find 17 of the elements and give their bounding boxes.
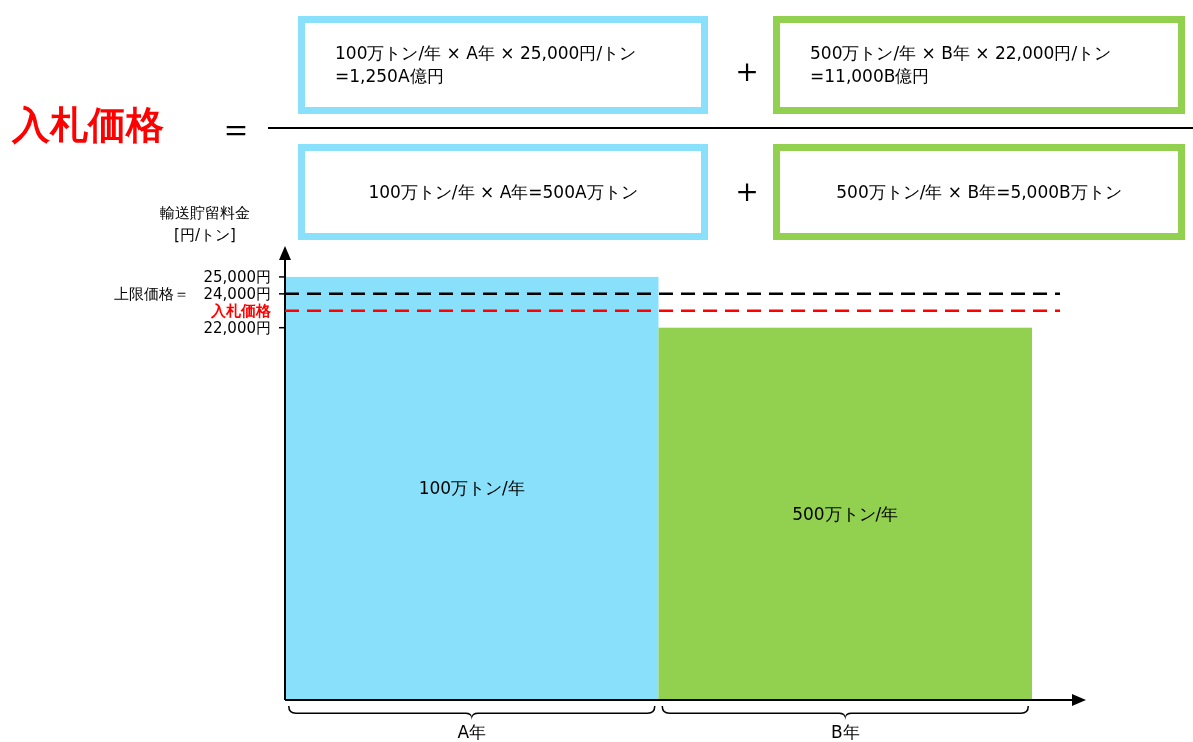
y-axis-title: 輸送貯留料金 [円/トン] bbox=[160, 204, 250, 244]
y-tick-label: 25,000円 bbox=[203, 267, 271, 286]
y-tick-label: 22,000円 bbox=[203, 318, 271, 337]
text: ＋ bbox=[730, 49, 764, 92]
x-tick-label: B年 bbox=[830, 722, 860, 742]
annotation: 100万トン/年 bbox=[418, 478, 525, 499]
text: 100万トン/年 × A年=500A万トン bbox=[298, 144, 708, 240]
text: ＝ bbox=[218, 107, 254, 151]
annotation: 500万トン/年 bbox=[792, 503, 899, 524]
chart-title: 入札価格 bbox=[12, 102, 164, 149]
text: ＋ bbox=[730, 169, 764, 212]
text: 500万トン/年 × B年=5,000B万トン bbox=[773, 144, 1185, 240]
x-tick-label: A年 bbox=[457, 722, 487, 742]
ref-line-label: 入札価格 bbox=[210, 301, 272, 320]
text: 100万トン/年 × A年 × 25,000円/トン =1,250A億円 bbox=[298, 16, 708, 114]
text: 500万トン/年 × B年 × 22,000円/トン =11,000B億円 bbox=[773, 16, 1185, 114]
y-tick-label: 上限価格＝ 24,000円 bbox=[113, 284, 271, 303]
